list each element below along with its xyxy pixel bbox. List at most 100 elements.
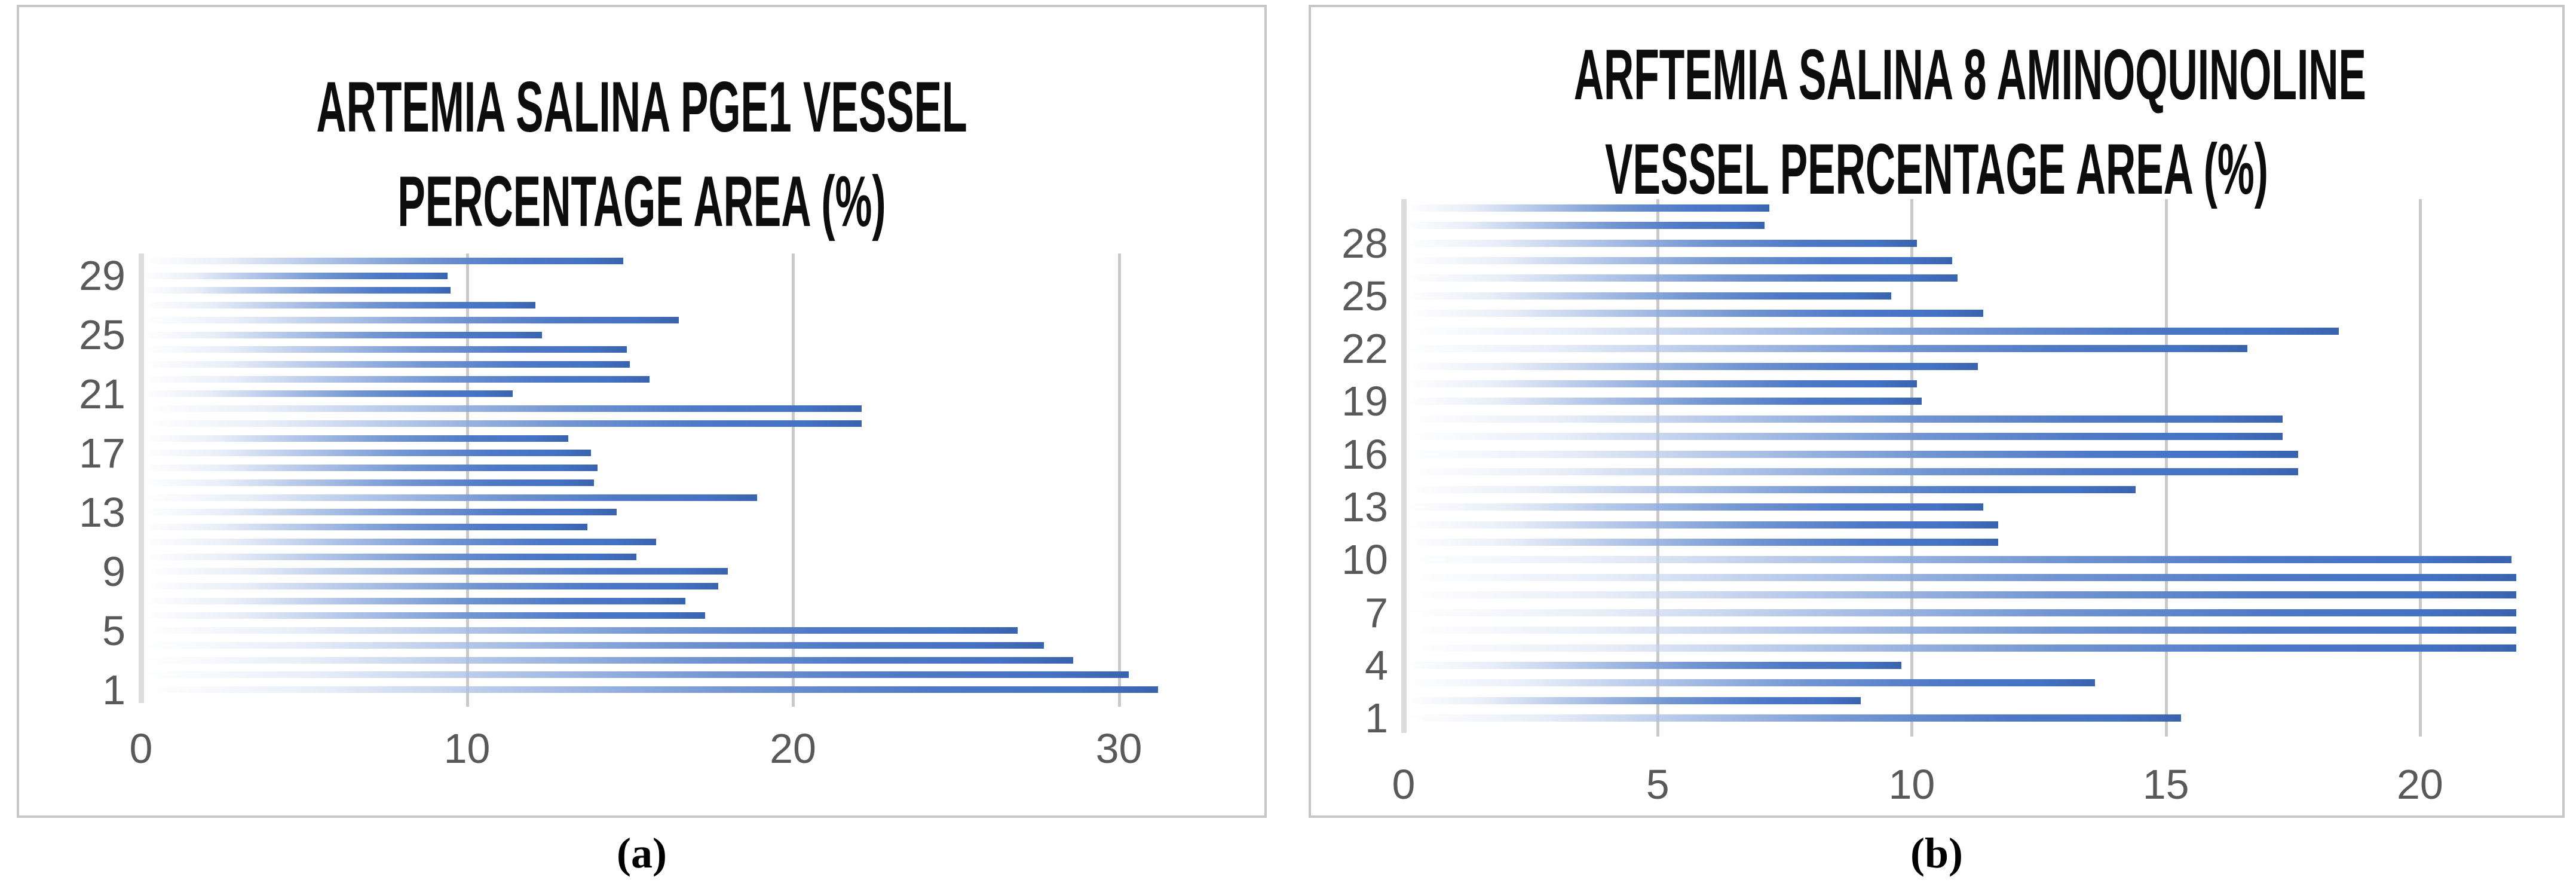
bar-category-6 bbox=[141, 612, 705, 619]
x-tick-label: 10 bbox=[1888, 761, 1935, 808]
chart-a-title: ARTEMIA SALINA PGE1 VESSEL PERCENTAGE AR… bbox=[281, 60, 1003, 249]
chart-b-title-line2: VESSEL PERCENTAGE AREA (%) bbox=[1605, 129, 2268, 209]
bar-category-17 bbox=[1404, 433, 2283, 441]
bar-category-4 bbox=[141, 641, 1045, 649]
gridline bbox=[792, 253, 795, 707]
bar-category-5 bbox=[1404, 644, 2517, 652]
bar-category-26 bbox=[141, 316, 679, 323]
bar-category-17 bbox=[141, 450, 591, 457]
y-tick-label: 25 bbox=[1341, 272, 1388, 319]
y-tick-label: 1 bbox=[102, 666, 125, 713]
bar-category-19 bbox=[141, 420, 862, 427]
bar-category-11 bbox=[1404, 538, 1998, 546]
bar-category-19 bbox=[1404, 398, 1922, 405]
bar-category-16 bbox=[1404, 450, 2298, 458]
bar-category-3 bbox=[1404, 679, 2095, 687]
x-tick-label: 0 bbox=[1392, 761, 1416, 808]
bar-category-8 bbox=[141, 583, 718, 589]
y-tick-label: 19 bbox=[1341, 378, 1388, 425]
bar-category-25 bbox=[1404, 292, 1892, 300]
bar-category-26 bbox=[1404, 274, 1958, 282]
y-tick-label: 25 bbox=[79, 311, 125, 359]
bar-category-30 bbox=[141, 257, 624, 264]
y-tick-label: 17 bbox=[79, 429, 125, 476]
bar-category-2 bbox=[1404, 696, 1861, 704]
bar-category-22 bbox=[141, 375, 650, 383]
x-tick-label: 15 bbox=[2142, 761, 2189, 808]
bar-category-14 bbox=[1404, 485, 2136, 493]
bar-category-21 bbox=[1404, 362, 1978, 370]
gridline bbox=[2418, 199, 2422, 737]
y-tick-label: 21 bbox=[79, 370, 125, 417]
bar-category-13 bbox=[141, 509, 617, 516]
x-tick-label: 10 bbox=[443, 725, 491, 772]
bar-category-14 bbox=[141, 494, 757, 501]
y-tick-label: 13 bbox=[79, 488, 125, 536]
bar-category-25 bbox=[141, 331, 542, 338]
bar-category-9 bbox=[1404, 573, 2517, 581]
bar-category-15 bbox=[141, 479, 595, 486]
bar-category-29 bbox=[141, 272, 448, 279]
chart-b-title: ARFTEMIA SALINA 8 AMINOQUINOLINE VESSEL … bbox=[1573, 28, 2366, 216]
y-tick-label: 4 bbox=[1365, 641, 1388, 689]
bar-category-23 bbox=[141, 361, 630, 368]
chart-b-title-line1: ARFTEMIA SALINA 8 AMINOQUINOLINE bbox=[1573, 35, 2366, 115]
chart-panel-b: ARFTEMIA SALINA 8 AMINOQUINOLINE VESSEL … bbox=[1309, 5, 2565, 818]
x-tick-label: 20 bbox=[770, 725, 816, 772]
bar-category-27 bbox=[141, 302, 536, 309]
bar-category-18 bbox=[1404, 415, 2283, 423]
bar-category-20 bbox=[141, 405, 862, 413]
gridline bbox=[2164, 199, 2168, 737]
bar-category-7 bbox=[141, 597, 685, 604]
gridline bbox=[1910, 199, 1914, 737]
caption-b: (b) bbox=[1910, 829, 1963, 877]
bar-category-30 bbox=[1404, 204, 1770, 212]
bar-category-12 bbox=[141, 524, 588, 531]
x-tick-label: 20 bbox=[2396, 761, 2443, 808]
bar-category-12 bbox=[1404, 521, 1998, 528]
chart-a-title-line2: PERCENTAGE AREA (%) bbox=[397, 161, 886, 242]
bar-category-8 bbox=[1404, 591, 2517, 599]
x-tick-label: 30 bbox=[1095, 725, 1142, 772]
bar-category-1 bbox=[141, 686, 1158, 694]
y-axis-line bbox=[139, 253, 144, 703]
bar-category-7 bbox=[1404, 609, 2517, 616]
bar-category-4 bbox=[1404, 661, 1902, 669]
bar-category-21 bbox=[141, 390, 513, 398]
bar-category-24 bbox=[141, 346, 627, 353]
gridline bbox=[1656, 199, 1660, 737]
chart-panel-a: ARTEMIA SALINA PGE1 VESSEL PERCENTAGE AR… bbox=[17, 5, 1267, 818]
bar-category-2 bbox=[141, 671, 1129, 679]
caption-a: (a) bbox=[617, 829, 667, 877]
y-tick-label: 9 bbox=[102, 548, 125, 595]
y-tick-label: 7 bbox=[1365, 589, 1388, 636]
bar-category-28 bbox=[1404, 239, 1917, 247]
y-tick-label: 13 bbox=[1341, 484, 1388, 531]
y-tick-label: 1 bbox=[1365, 695, 1388, 742]
y-tick-label: 29 bbox=[79, 252, 125, 300]
y-tick-label: 10 bbox=[1341, 536, 1388, 583]
bar-category-29 bbox=[1404, 222, 1765, 230]
x-tick-label: 5 bbox=[1646, 761, 1670, 808]
y-tick-label: 16 bbox=[1341, 430, 1388, 478]
bar-category-18 bbox=[141, 435, 568, 442]
bar-category-22 bbox=[1404, 345, 2247, 353]
bar-category-3 bbox=[141, 656, 1074, 664]
bar-category-1 bbox=[1404, 714, 2182, 722]
bar-category-10 bbox=[1404, 556, 2511, 564]
bar-category-23 bbox=[1404, 327, 2339, 335]
bar-category-27 bbox=[1404, 257, 1953, 265]
bar-category-16 bbox=[141, 465, 598, 472]
bar-category-15 bbox=[1404, 468, 2298, 476]
chart-a-title-line1: ARTEMIA SALINA PGE1 VESSEL bbox=[316, 67, 967, 147]
bar-category-20 bbox=[1404, 380, 1917, 388]
x-tick-label: 0 bbox=[129, 725, 153, 772]
gridline bbox=[1117, 253, 1121, 707]
bar-category-9 bbox=[141, 568, 728, 575]
y-tick-label: 28 bbox=[1341, 219, 1388, 267]
bar-category-11 bbox=[141, 538, 656, 545]
y-axis-line bbox=[1401, 199, 1407, 733]
y-tick-label: 22 bbox=[1341, 325, 1388, 372]
bar-category-6 bbox=[1404, 627, 2517, 634]
